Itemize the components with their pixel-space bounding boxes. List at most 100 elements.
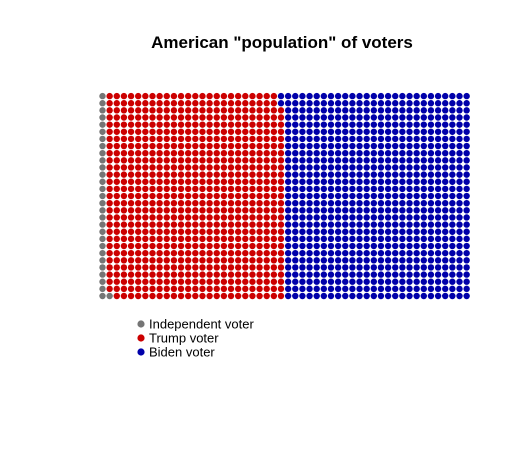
waffle-dot-biden (384, 249, 392, 257)
waffle-dot-biden (427, 121, 435, 128)
waffle-dot-trump (227, 164, 235, 171)
waffle-dot-biden (370, 107, 378, 114)
waffle-dot-biden (406, 192, 413, 200)
waffle-dot-biden (342, 285, 349, 293)
waffle-dot-biden (284, 242, 292, 250)
waffle-dot-trump (263, 214, 270, 221)
waffle-dot-biden (334, 278, 342, 285)
waffle-dot-biden (463, 171, 470, 178)
waffle-dot-trump (227, 199, 235, 207)
waffle-dot-biden (456, 114, 463, 121)
waffle-dot-trump (270, 171, 278, 178)
waffle-dot-trump (142, 92, 149, 100)
waffle-dot-trump (156, 242, 163, 250)
waffle-dot-biden (363, 235, 370, 243)
waffle-dot-trump (135, 121, 142, 128)
waffle-dot-trump (163, 128, 170, 135)
waffle-dot-biden (384, 207, 392, 214)
waffle-dot-trump (135, 171, 142, 178)
waffle-dot-trump (256, 185, 263, 193)
waffle-dot-independent (99, 92, 106, 100)
waffle-dot-biden (377, 271, 385, 278)
waffle-dot-trump (192, 235, 199, 243)
waffle-dot-biden (399, 228, 406, 235)
waffle-dot-biden (356, 100, 363, 107)
waffle-dot-biden (320, 100, 328, 107)
waffle-dot-biden (342, 192, 349, 200)
waffle-dot-biden (442, 114, 449, 121)
waffle-dot-trump (220, 157, 228, 164)
waffle-dot-trump (263, 150, 270, 157)
waffle-dot-biden (356, 178, 363, 185)
waffle-dot-trump (156, 235, 163, 243)
waffle-dot-biden (370, 100, 378, 107)
legend-entry-trump: Trump voter (137, 331, 219, 346)
waffle-dot-trump (206, 157, 213, 164)
waffle-dot-biden (413, 178, 420, 185)
waffle-dot-trump (277, 114, 285, 121)
waffle-dot-biden (456, 100, 463, 107)
waffle-dot-biden (342, 164, 349, 171)
waffle-dot-independent (99, 278, 106, 285)
waffle-dot-trump (242, 207, 249, 214)
waffle-dot-trump (256, 150, 263, 157)
waffle-dot-biden (413, 221, 420, 228)
waffle-dot-trump (234, 150, 242, 157)
waffle-dot-trump (242, 214, 249, 221)
waffle-dot-biden (342, 157, 349, 164)
waffle-dot-biden (349, 171, 356, 178)
waffle-dot-trump (142, 285, 149, 293)
waffle-dot-biden (384, 128, 392, 135)
waffle-dot-biden (399, 171, 406, 178)
waffle-dot-biden (284, 228, 292, 235)
waffle-dot-biden (370, 135, 378, 143)
waffle-dot-biden (313, 242, 320, 250)
waffle-dot-biden (406, 271, 413, 278)
waffle-dot-trump (177, 164, 185, 171)
waffle-dot-biden (449, 235, 456, 243)
waffle-dot-trump (220, 100, 228, 107)
waffle-dot-trump (249, 100, 256, 107)
waffle-dot-biden (299, 199, 306, 207)
waffle-dot-trump (206, 221, 213, 228)
waffle-dot-trump (206, 150, 213, 157)
waffle-dot-biden (420, 107, 427, 114)
waffle-dot-trump (277, 150, 285, 157)
waffle-dot-biden (299, 128, 306, 135)
waffle-dot-biden (349, 249, 356, 257)
waffle-dot-biden (427, 221, 435, 228)
waffle-dot-biden (434, 150, 442, 157)
waffle-dot-biden (327, 121, 335, 128)
waffle-dot-biden (392, 178, 399, 185)
waffle-dot-trump (192, 185, 199, 193)
waffle-dot-trump (120, 214, 128, 221)
waffle-dot-trump (242, 178, 249, 185)
waffle-dot-trump (170, 121, 178, 128)
waffle-dot-biden (334, 178, 342, 185)
waffle-dot-biden (456, 249, 463, 257)
waffle-dot-biden (384, 199, 392, 207)
waffle-dot-biden (370, 92, 378, 100)
waffle-dot-biden (442, 278, 449, 285)
waffle-dot-trump (127, 192, 135, 200)
waffle-dot-biden (399, 128, 406, 135)
waffle-dot-biden (392, 157, 399, 164)
waffle-dot-trump (163, 185, 170, 193)
waffle-dot-trump (135, 150, 142, 157)
waffle-dot-trump (227, 142, 235, 150)
waffle-dot-trump (256, 292, 263, 300)
waffle-dot-trump (213, 199, 220, 207)
waffle-dot-biden (342, 150, 349, 157)
waffle-dot-trump (149, 178, 156, 185)
waffle-dot-trump (106, 285, 113, 293)
waffle-dot-biden (320, 135, 328, 143)
waffle-dot-trump (135, 178, 142, 185)
waffle-dot-trump (113, 107, 120, 114)
waffle-dot-biden (427, 128, 435, 135)
waffle-dot-biden (292, 264, 299, 271)
waffle-dot-biden (356, 207, 363, 214)
waffle-dot-trump (234, 135, 242, 143)
waffle-dot-biden (456, 128, 463, 135)
waffle-dot-trump (234, 128, 242, 135)
waffle-dot-trump (127, 199, 135, 207)
